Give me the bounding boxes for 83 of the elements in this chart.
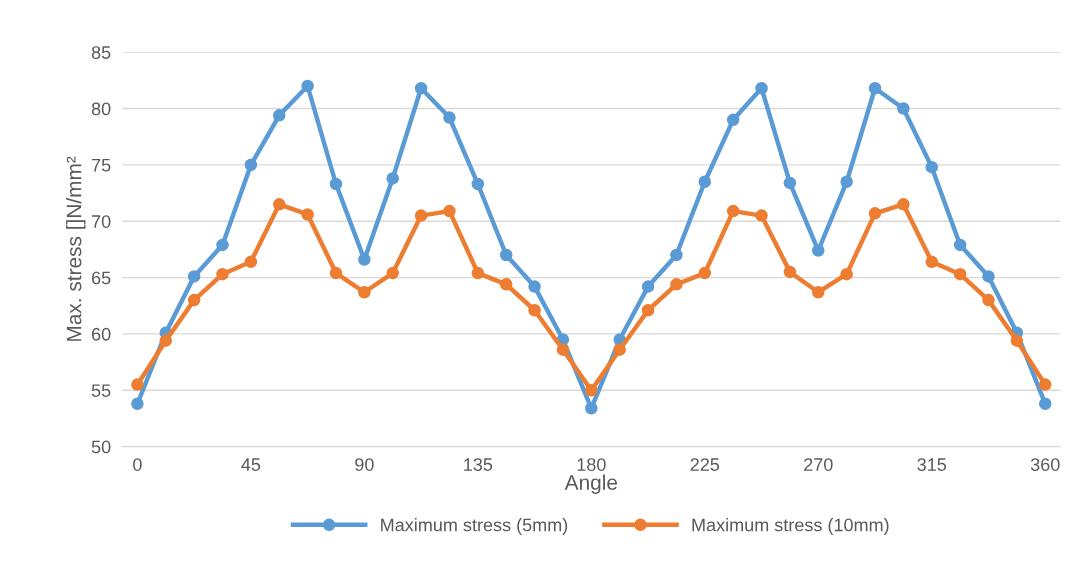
y-tick-label: 65 — [91, 271, 111, 285]
point — [414, 82, 428, 95]
point — [840, 267, 853, 281]
point — [329, 266, 343, 280]
point — [613, 343, 626, 356]
point — [1010, 334, 1024, 347]
point — [358, 285, 371, 299]
point — [216, 238, 229, 252]
point — [187, 293, 201, 307]
point — [925, 160, 939, 174]
point — [812, 285, 825, 299]
point — [755, 209, 768, 222]
point — [953, 267, 967, 281]
y-tick-label: 50 — [91, 440, 111, 454]
point — [499, 248, 513, 262]
x-tick-label: 270 — [804, 458, 833, 471]
point — [386, 266, 399, 280]
point — [585, 402, 598, 415]
point — [187, 270, 201, 283]
point — [755, 82, 768, 95]
point — [670, 248, 683, 262]
point — [556, 343, 570, 356]
x-tick-label: 225 — [690, 458, 720, 471]
point — [812, 244, 825, 257]
point — [868, 82, 882, 95]
point — [897, 102, 910, 115]
point — [358, 253, 371, 266]
point — [783, 265, 797, 279]
point — [329, 177, 343, 191]
point — [471, 177, 485, 191]
point — [726, 113, 740, 127]
x-tick-label: 90 — [355, 458, 374, 471]
point — [159, 334, 173, 347]
x-tick-label: 0 — [133, 458, 142, 471]
y-tick-label: 80 — [91, 102, 111, 116]
point — [443, 204, 456, 218]
point — [897, 198, 910, 211]
x-tick-label: 360 — [1030, 458, 1060, 471]
point — [244, 158, 258, 172]
point — [1038, 397, 1052, 411]
point — [641, 303, 655, 317]
point — [499, 278, 513, 291]
y-tick-label: 60 — [91, 327, 111, 341]
point — [982, 270, 995, 283]
point — [216, 267, 229, 281]
point — [414, 209, 428, 222]
point — [471, 266, 485, 280]
x-tick-label: 135 — [464, 458, 493, 471]
point — [953, 238, 967, 252]
point — [386, 172, 399, 185]
point — [698, 266, 712, 280]
point — [925, 255, 939, 269]
y-tick-label: 75 — [92, 159, 111, 172]
point — [301, 208, 314, 221]
point — [982, 293, 995, 307]
point — [272, 109, 286, 122]
point — [272, 198, 286, 211]
point — [783, 176, 797, 190]
point — [670, 278, 683, 291]
y-axis-title: Max. stress []N/mm² — [66, 156, 86, 341]
x-axis-title: Angle — [564, 474, 618, 494]
y-tick-label: 85 — [91, 46, 111, 59]
point — [585, 384, 598, 397]
point — [244, 255, 258, 269]
point — [726, 204, 740, 218]
y-tick-label: 55 — [91, 384, 111, 397]
point — [840, 175, 853, 189]
point — [641, 280, 655, 293]
x-tick-label: 180 — [577, 458, 606, 471]
y-tick-label: 70 — [92, 215, 111, 228]
point — [528, 280, 541, 293]
point — [528, 303, 541, 317]
point — [443, 111, 456, 124]
x-tick-label: 315 — [917, 458, 947, 471]
point — [868, 207, 882, 220]
legend-label: Maximum stress (10mm) — [692, 518, 889, 535]
x-tick-label: 45 — [241, 458, 261, 471]
point — [131, 397, 144, 411]
point — [301, 79, 314, 93]
point — [131, 378, 144, 391]
point — [1038, 378, 1052, 391]
legend-label: Maximum stress (5mm) — [381, 518, 568, 535]
point — [698, 175, 712, 189]
